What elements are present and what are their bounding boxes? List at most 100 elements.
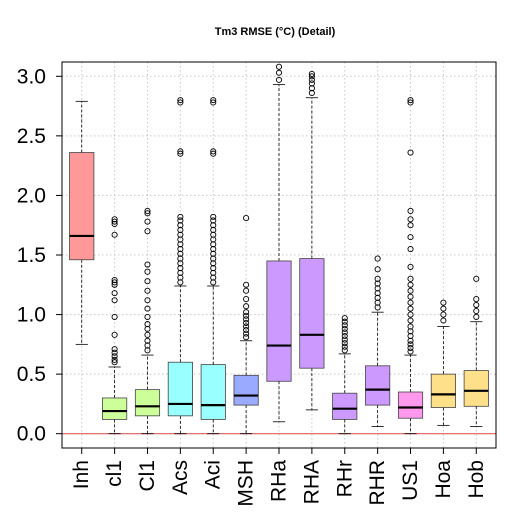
outlier-point <box>144 261 151 268</box>
outlier-point <box>111 356 118 363</box>
outlier-point <box>407 263 414 270</box>
outlier-point <box>144 331 151 338</box>
x-tick-label-RHR: RHR <box>366 460 389 506</box>
outlier-point <box>243 215 250 222</box>
outlier-point <box>144 228 151 235</box>
outlier-point <box>243 323 250 330</box>
outlier-point <box>111 313 118 321</box>
outlier-point <box>144 268 151 275</box>
box-cl1 <box>102 216 128 435</box>
outlier-point <box>111 218 118 225</box>
box-iqr <box>463 370 489 407</box>
outlier-point <box>177 213 184 220</box>
outlier-point <box>374 266 381 273</box>
outlier-point <box>243 319 250 326</box>
outlier-point <box>177 97 184 104</box>
x-tick-label-cl1: cl1 <box>103 460 126 487</box>
outlier-point <box>144 305 151 312</box>
x-tick-label-Acs: Acs <box>169 460 192 495</box>
box-iqr <box>200 364 226 420</box>
x-tick-label-Hoa: Hoa <box>432 460 455 499</box>
outlier-point <box>407 344 414 351</box>
outlier-point <box>407 207 414 214</box>
x-tick-label-Cl1: Cl1 <box>136 460 159 492</box>
box-US1 <box>397 97 424 435</box>
x-tick-label-US1: US1 <box>399 460 422 501</box>
x-tick-label-RHr: RHr <box>333 460 356 497</box>
box-RHr <box>332 315 358 435</box>
box-RHA <box>299 70 325 411</box>
outlier-point <box>407 317 414 324</box>
outlier-point <box>111 276 118 284</box>
outlier-point <box>374 275 381 282</box>
outlier-point <box>341 336 348 343</box>
outlier-point <box>243 287 250 294</box>
outlier-point <box>341 322 348 329</box>
outlier-point <box>275 76 283 83</box>
box-iqr <box>134 389 161 417</box>
x-tick-label-Hob: Hob <box>465 460 488 499</box>
y-tick-label: 1.0 <box>17 304 46 327</box>
outlier-point <box>111 231 118 238</box>
outlier-point <box>374 255 381 262</box>
box-RHa <box>266 63 292 423</box>
outlier-point <box>341 325 348 332</box>
outlier-point <box>407 99 414 106</box>
box-Hob <box>463 275 489 427</box>
outlier-point <box>177 150 184 157</box>
box-iqr <box>299 258 325 369</box>
outlier-point <box>407 341 414 348</box>
outlier-point <box>341 332 348 340</box>
outlier-point <box>440 311 447 318</box>
outlier-point <box>308 73 315 80</box>
x-tick-label-Aci: Aci <box>202 460 225 489</box>
outlier-point <box>473 307 480 315</box>
outlier-point <box>275 63 283 70</box>
outlier-point <box>407 348 414 355</box>
outlier-point <box>407 245 414 253</box>
box-Inh <box>69 100 95 345</box>
outlier-point <box>407 293 414 300</box>
box-iqr <box>365 365 391 406</box>
outlier-point <box>210 213 217 220</box>
box-iqr <box>233 374 259 406</box>
outlier-point <box>210 217 217 224</box>
outlier-point <box>210 150 217 157</box>
outlier-point <box>341 340 348 347</box>
outlier-point <box>473 275 480 282</box>
outlier-point <box>144 207 151 214</box>
box-MSH <box>233 215 259 435</box>
y-tick-label: 0.0 <box>17 423 46 446</box>
outlier-point <box>243 281 250 288</box>
box-Acs <box>167 97 193 435</box>
outlier-point <box>111 216 118 223</box>
outlier-point <box>407 222 414 229</box>
outlier-point <box>407 299 414 306</box>
box-iqr <box>397 391 424 419</box>
outlier-point <box>177 148 184 155</box>
y-tick-label: 2.5 <box>17 125 46 148</box>
outlier-point <box>407 305 414 312</box>
outlier-point <box>144 218 151 225</box>
outlier-point <box>144 313 151 321</box>
x-tick-label-MSH: MSH <box>235 460 258 507</box>
outlier-point <box>144 287 151 294</box>
outlier-point <box>210 148 217 155</box>
box-Aci <box>200 97 226 435</box>
outlier-point <box>341 329 348 336</box>
outlier-point <box>144 297 151 304</box>
x-tick-label-Inh: Inh <box>70 460 93 489</box>
x-tick-label-RHA: RHA <box>300 460 323 504</box>
outlier-point <box>440 299 447 306</box>
outlier-point <box>243 316 250 323</box>
box-iqr <box>332 392 358 420</box>
outlier-point <box>177 99 184 106</box>
outlier-point <box>440 305 447 312</box>
outlier-point <box>308 76 315 83</box>
outlier-point <box>210 99 217 106</box>
outlier-point <box>111 359 118 366</box>
outlier-point <box>243 330 250 337</box>
box-iqr <box>69 152 95 261</box>
outlier-point <box>111 346 118 353</box>
y-axis: 0.0 0.5 1.0 1.5 2.0 2.5 3.0 <box>17 65 62 446</box>
